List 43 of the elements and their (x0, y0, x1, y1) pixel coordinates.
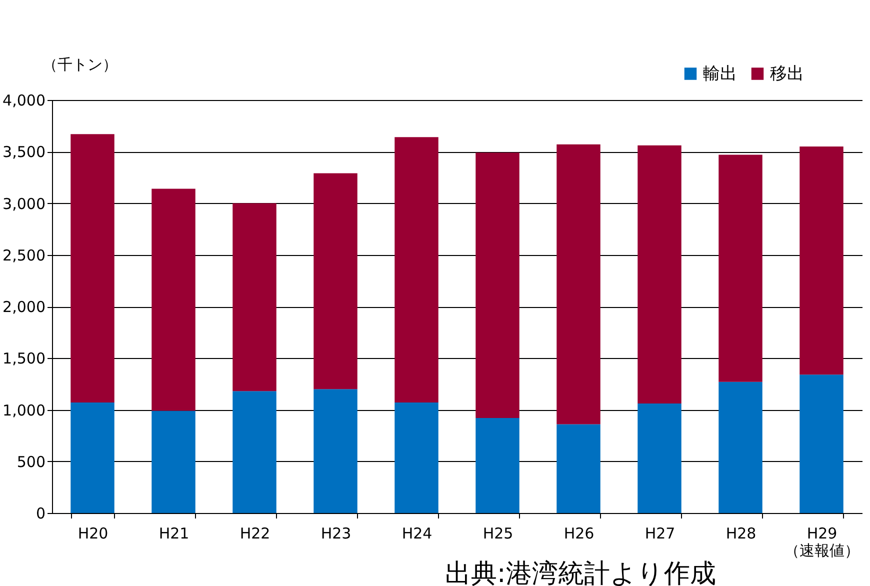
legend-label: 移出 (770, 64, 804, 84)
bar (718, 382, 762, 513)
y-tick-label: 500 (16, 452, 46, 471)
x-tick-label: H25 (482, 524, 514, 542)
bar (638, 145, 682, 404)
y-axis-title: （千トン） (42, 56, 118, 74)
bar (70, 402, 114, 513)
bar (152, 188, 196, 411)
y-tick-label: 1,500 (2, 350, 46, 368)
bar (394, 137, 438, 403)
y-tick-label: 3,500 (2, 143, 46, 162)
bar (394, 402, 438, 513)
bar (476, 418, 520, 513)
bar (800, 146, 844, 375)
bar (70, 134, 114, 403)
y-tick-label: 1,000 (2, 401, 46, 420)
y-tick-label: 0 (36, 504, 46, 522)
bar (556, 424, 600, 513)
x-tick-label: H22 (240, 524, 270, 542)
legend-label: 輸出 (703, 64, 737, 84)
x-tick-label: H21 (158, 524, 190, 542)
bar (314, 173, 358, 390)
source-note: 出典:港湾統計より作成 (445, 558, 716, 586)
bar (476, 152, 520, 418)
bar (800, 374, 844, 513)
x-tick-label: H29 （速報値） (784, 524, 860, 560)
bar (556, 144, 600, 424)
bar (638, 404, 682, 513)
x-tick-label: H26 (564, 524, 594, 542)
y-tick-label: 2,000 (2, 298, 46, 316)
x-tick-label: H28 (726, 524, 756, 542)
y-tick-label: 3,000 (2, 194, 46, 213)
x-tick-label: H23 (320, 524, 352, 542)
x-tick-label: H20 (78, 524, 108, 542)
y-tick-label: 4,000 (2, 92, 46, 110)
bar (314, 389, 358, 513)
bar (232, 391, 276, 513)
bar (232, 203, 276, 392)
x-tick-label: H24 (402, 524, 432, 542)
bar (718, 154, 762, 382)
y-tick-label: 2,500 (2, 246, 46, 264)
x-tick-label: H27 (644, 524, 676, 542)
bar (152, 410, 196, 513)
